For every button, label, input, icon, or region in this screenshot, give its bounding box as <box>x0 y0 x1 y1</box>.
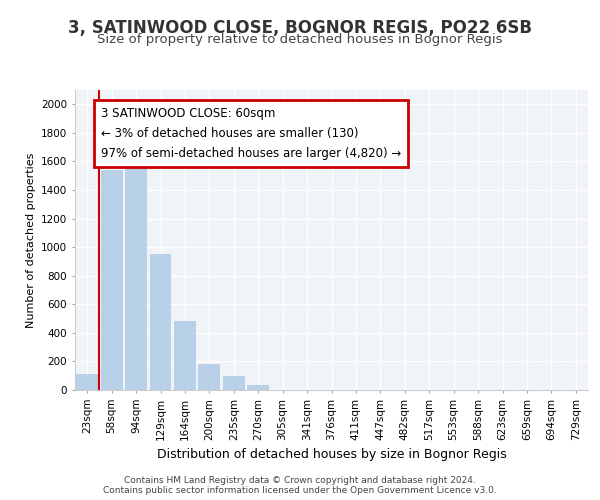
Text: Contains HM Land Registry data © Crown copyright and database right 2024.
Contai: Contains HM Land Registry data © Crown c… <box>103 476 497 495</box>
Bar <box>199 364 220 390</box>
Text: Size of property relative to detached houses in Bognor Regis: Size of property relative to detached ho… <box>97 34 503 46</box>
Bar <box>174 322 196 390</box>
Bar <box>247 385 269 390</box>
Bar <box>223 376 245 390</box>
Bar <box>101 170 122 390</box>
X-axis label: Distribution of detached houses by size in Bognor Regis: Distribution of detached houses by size … <box>157 448 506 461</box>
Bar <box>149 254 172 390</box>
Bar <box>125 167 147 390</box>
Bar <box>76 374 98 390</box>
Text: 3 SATINWOOD CLOSE: 60sqm
← 3% of detached houses are smaller (130)
97% of semi-d: 3 SATINWOOD CLOSE: 60sqm ← 3% of detache… <box>101 107 401 160</box>
Text: 3, SATINWOOD CLOSE, BOGNOR REGIS, PO22 6SB: 3, SATINWOOD CLOSE, BOGNOR REGIS, PO22 6… <box>68 18 532 36</box>
Y-axis label: Number of detached properties: Number of detached properties <box>26 152 35 328</box>
